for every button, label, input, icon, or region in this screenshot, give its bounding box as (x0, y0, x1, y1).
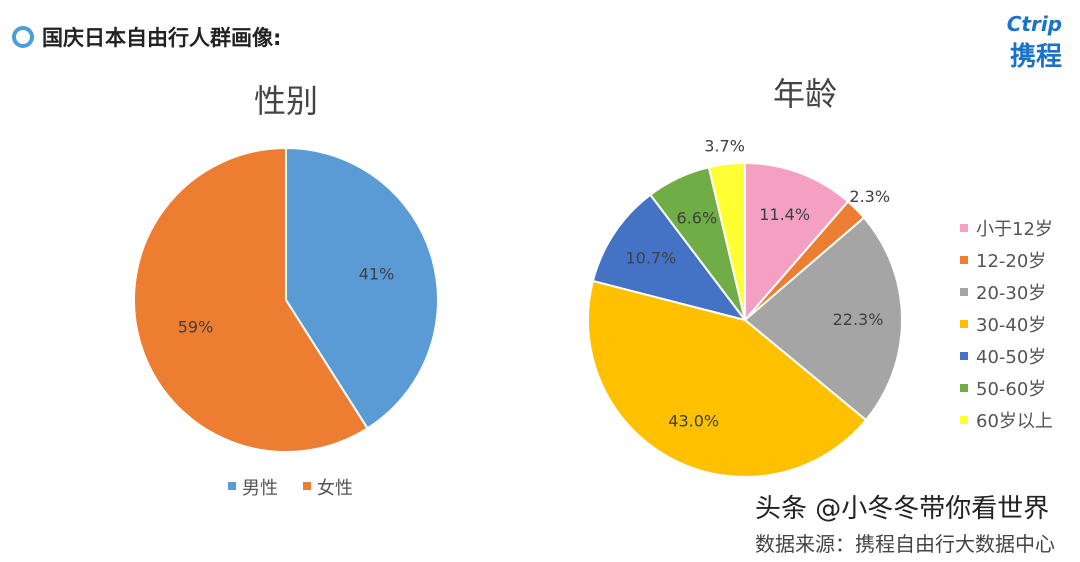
data-label: 43.0% (668, 412, 719, 431)
legend-label: 40-50岁 (976, 347, 1046, 368)
chart-title: 年龄 (773, 75, 837, 113)
watermark: 头条 @小冬冬带你看世界 (755, 494, 1050, 524)
legend-label: 30-40岁 (976, 315, 1046, 336)
legend-label: 12-20岁 (976, 251, 1046, 272)
data-label: 6.6% (677, 209, 718, 228)
legend-swatch (960, 416, 968, 424)
circle-icon (12, 26, 34, 48)
data-label: 11.4% (759, 205, 810, 224)
legend-swatch (303, 482, 311, 490)
legend-swatch (960, 224, 968, 232)
data-label: 22.3% (833, 310, 884, 329)
legend-swatch (960, 384, 968, 392)
pie-slice (591, 193, 748, 322)
ctrip-logo: Ctrip 携程 (1007, 12, 1062, 73)
header: 国庆日本自由行人群画像: (12, 22, 281, 52)
logo-en: Ctrip (1006, 12, 1062, 36)
data-label: 10.7% (625, 248, 676, 267)
legend-swatch (960, 256, 968, 264)
data-source: 数据来源：携程自由行大数据中心 (755, 532, 1055, 556)
legend-swatch (228, 482, 236, 490)
logo-cn: 携程 (1009, 42, 1062, 72)
chart-title: 性别 (254, 82, 318, 120)
data-label: 2.3% (849, 187, 890, 206)
page-title: 国庆日本自由行人群画像: (42, 26, 282, 50)
data-label: 59% (178, 317, 214, 336)
pie-slice (133, 146, 369, 453)
pie-slice (587, 279, 868, 478)
legend-swatch (960, 320, 968, 328)
legend-label: 女性 (317, 478, 353, 499)
legend-label: 20-30岁 (976, 283, 1046, 304)
pie-slice (707, 161, 746, 321)
data-label: 41% (359, 265, 395, 284)
pie-slice (744, 161, 850, 323)
legend-label: 男性 (242, 478, 278, 499)
legend-swatch (960, 288, 968, 296)
legend-label: 小于12岁 (976, 219, 1053, 240)
legend-label: 50-60岁 (976, 379, 1046, 400)
data-label: 3.7% (704, 136, 745, 155)
legend-label: 60岁以上 (976, 411, 1053, 432)
legend-swatch (960, 352, 968, 360)
pie-slice (743, 216, 903, 422)
